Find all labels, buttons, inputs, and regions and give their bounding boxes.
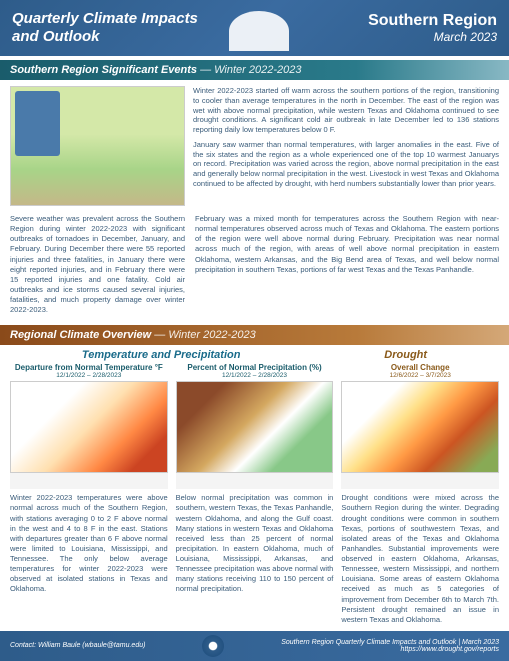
col-precipitation: Percent of Normal Precipitation (%) 12/1… [176,363,334,625]
col3-text: Drought conditions were mixed across the… [341,493,499,625]
col-temperature: Departure from Normal Temperature °F 12/… [10,363,168,625]
col-drought: Overall Change 12/6/2022 – 3/7/2023 Drou… [341,363,499,625]
events-left-p: Severe weather was prevalent across the … [10,214,185,315]
col2-text: Below normal precipitation was common in… [176,493,334,594]
legend-drought [341,473,499,489]
section2-season: — Winter 2022-2023 [154,329,255,341]
footer-contact: Contact: William Baule (wbaule@tamu.edu) [10,642,145,649]
events-map [10,86,185,206]
legend-temperature [10,473,168,489]
section1-bar: Southern Region Significant Events — Win… [0,60,509,80]
legend-precipitation [176,473,334,489]
events-p2: January saw warmer than normal temperatu… [193,140,499,189]
title-line1: Quarterly Climate Impacts [12,10,198,28]
section2-bar: Regional Climate Overview — Winter 2022-… [0,325,509,345]
map-temperature [10,381,168,473]
header-region: Southern Region [368,12,497,30]
col2-dates: 12/1/2022 – 2/28/2023 [176,372,334,379]
header-date: March 2023 [368,30,497,44]
page-footer: Contact: William Baule (wbaule@tamu.edu)… [0,631,509,661]
col3-title: Overall Change [341,363,499,372]
noaa-logo-icon [202,635,224,657]
map-precipitation [176,381,334,473]
section1-season: — Winter 2022-2023 [200,64,301,76]
heading-drought: Drought [384,349,427,361]
events-p3: February was a mixed month for temperatu… [195,214,499,315]
events-row2: Severe weather was prevalent across the … [0,212,509,321]
col3-dates: 12/6/2022 – 3/7/2023 [341,372,499,379]
col1-title: Departure from Normal Temperature °F [10,363,168,372]
section1-title: Southern Region Significant Events [10,64,197,76]
footer-right: Southern Region Quarterly Climate Impact… [281,639,499,653]
page-header: Quarterly Climate Impacts and Outlook So… [0,0,509,56]
overview: Temperature and Precipitation Drought De… [0,345,509,631]
section2-title: Regional Climate Overview [10,329,151,341]
col2-title: Percent of Normal Precipitation (%) [176,363,334,372]
overview-header: Temperature and Precipitation Drought [10,349,499,361]
heading-temp-precip: Temperature and Precipitation [82,349,241,361]
title-line2: and Outlook [12,28,198,46]
events-p1: Winter 2022-2023 started off warm across… [193,86,499,135]
events-right-col: Winter 2022-2023 started off warm across… [193,86,499,206]
events-row: Winter 2022-2023 started off warm across… [0,80,509,212]
overview-columns: Departure from Normal Temperature °F 12/… [10,363,499,625]
col1-dates: 12/1/2022 – 2/28/2023 [10,372,168,379]
footer-r2: https://www.drought.gov/reports [281,646,499,653]
col1-text: Winter 2022-2023 temperatures were above… [10,493,168,594]
map-drought [341,381,499,473]
header-title: Quarterly Climate Impacts and Outlook [12,10,198,46]
header-right: Southern Region March 2023 [368,12,497,44]
footer-r1: Southern Region Quarterly Climate Impact… [281,639,499,646]
